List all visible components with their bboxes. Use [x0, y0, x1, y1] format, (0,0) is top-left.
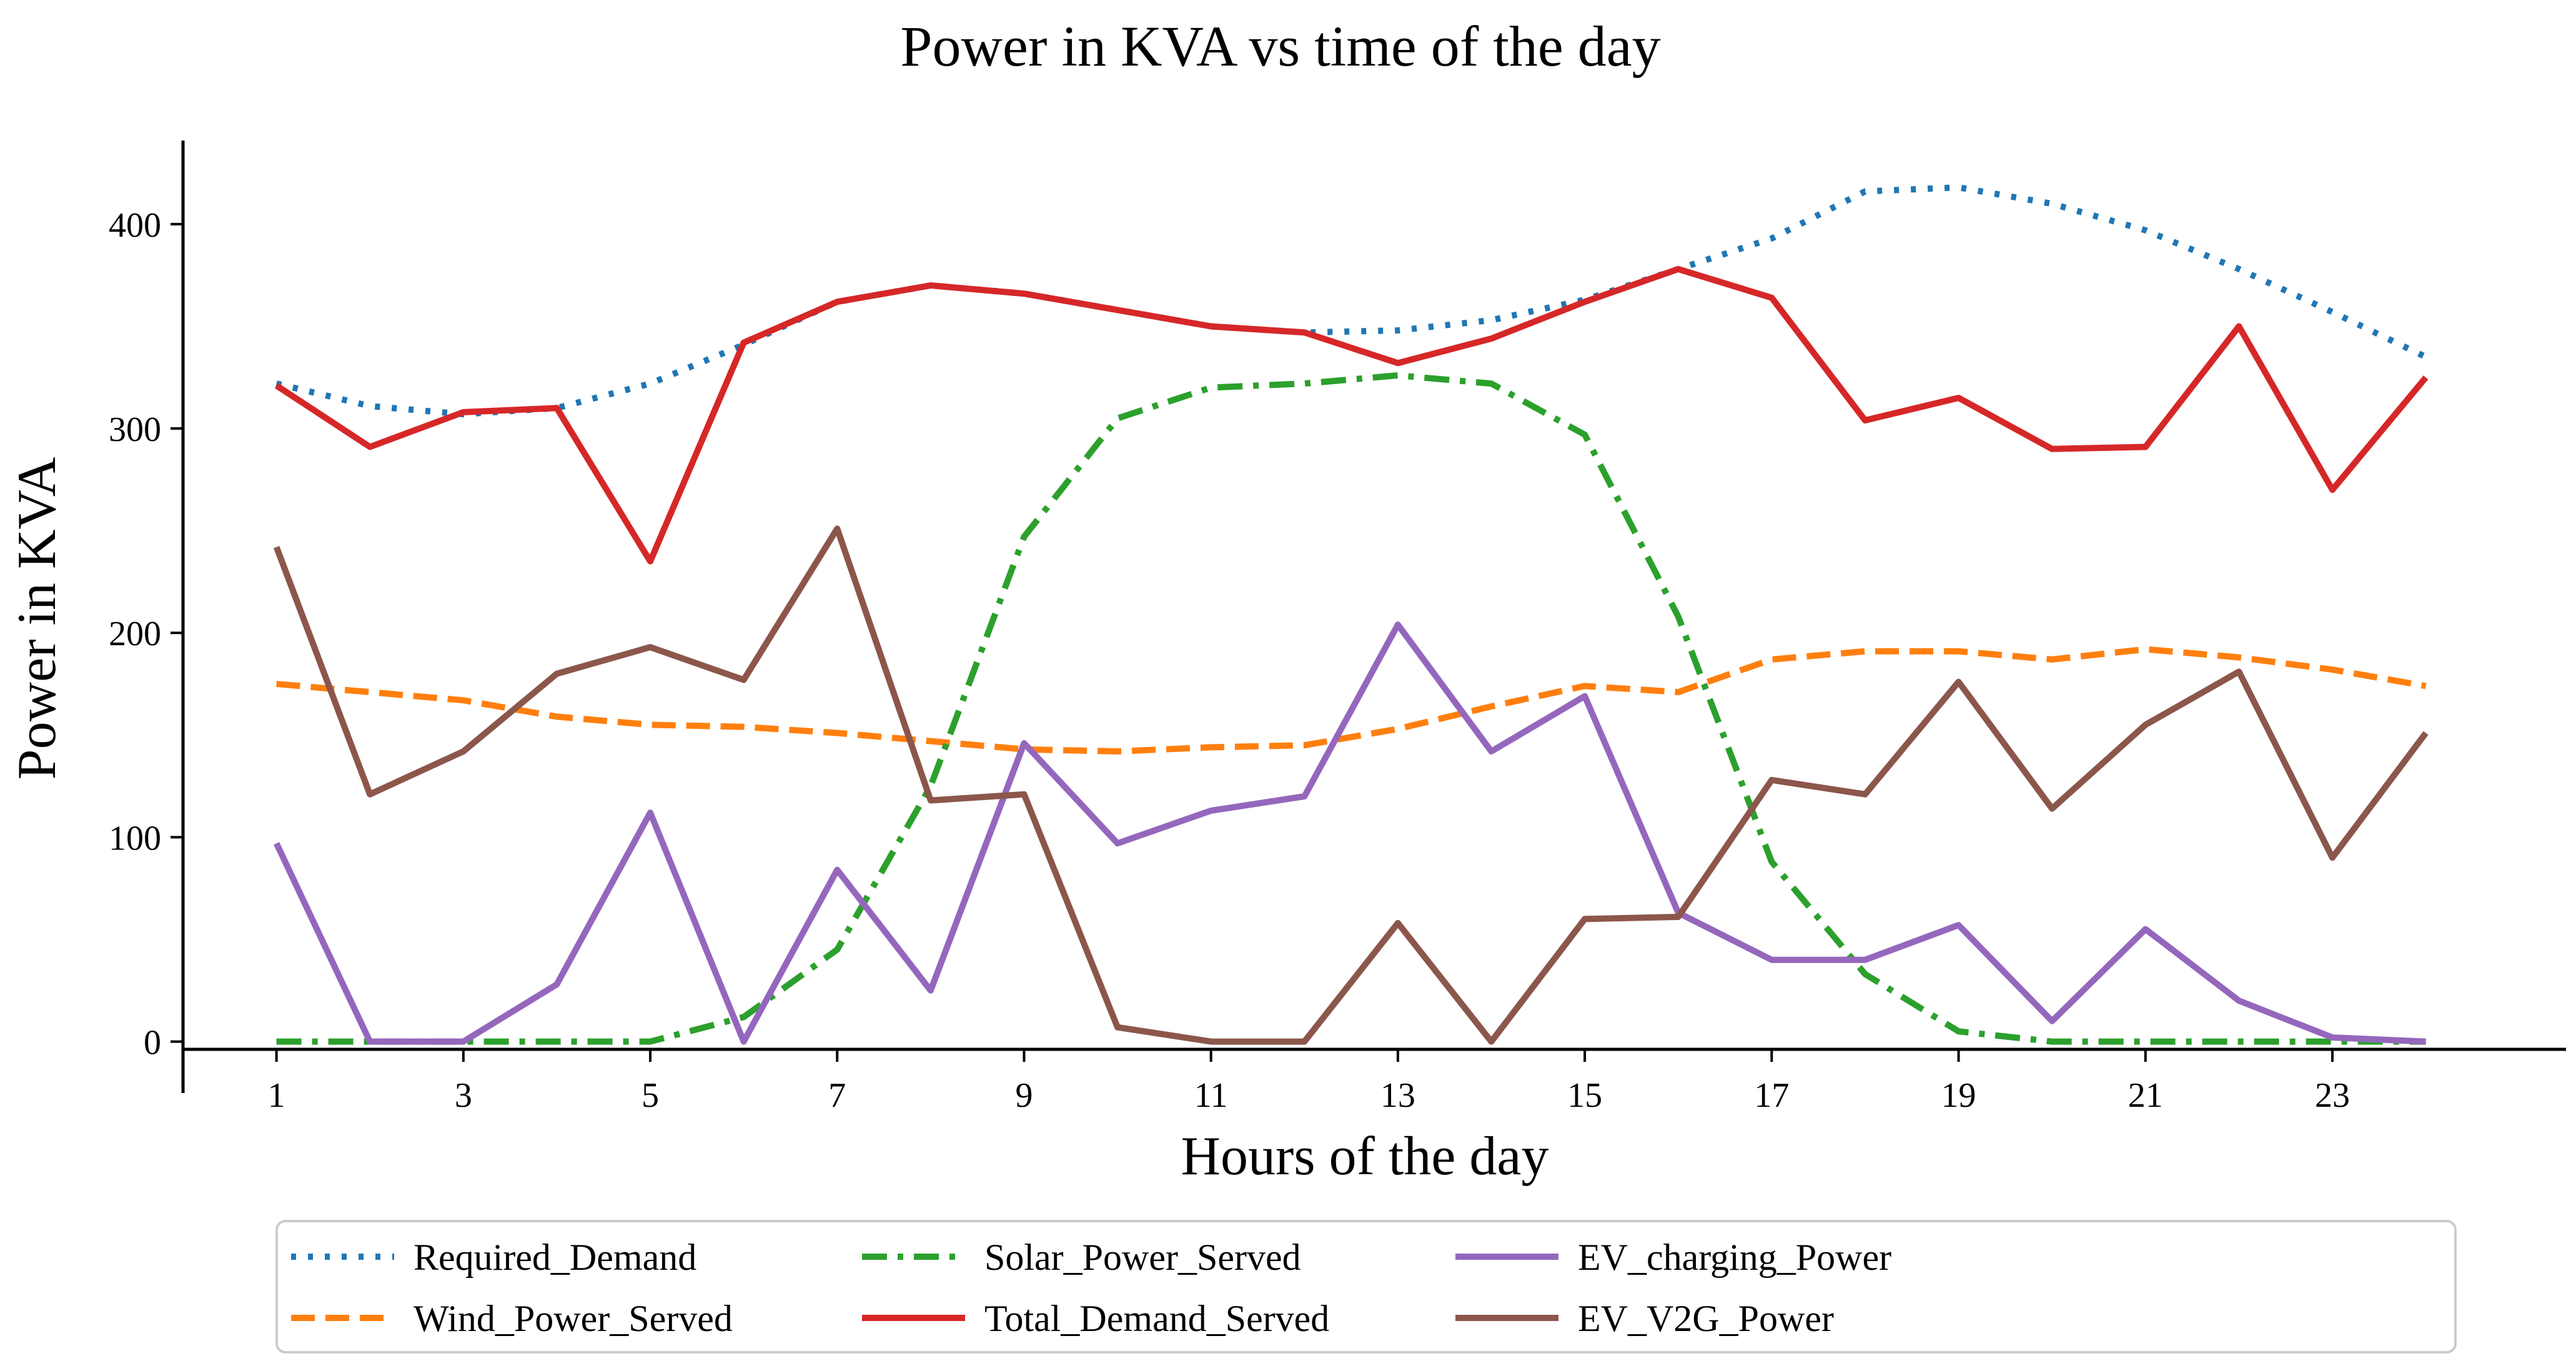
series-line-wind-power-served [276, 646, 2427, 755]
x-tick-label: 7 [828, 1076, 846, 1115]
x-tick-label: 15 [1567, 1076, 1602, 1115]
series-line-total-demand-served [274, 265, 2429, 565]
x-tick-label: 11 [1194, 1076, 1228, 1115]
legend-label: Solar_Power_Served [984, 1237, 1301, 1278]
legend-label: Total_Demand_Served [984, 1298, 1329, 1339]
x-tick-label: 3 [455, 1076, 472, 1115]
series-line-required-demand [275, 184, 2427, 418]
legend-label: EV_charging_Power [1578, 1237, 1891, 1278]
legend-label: Required_Demand [414, 1237, 696, 1278]
y-tick-label: 100 [109, 819, 161, 858]
legend-label: Wind_Power_Served [414, 1298, 733, 1339]
series-line-ev-charging-power [274, 621, 2426, 1045]
x-axis-label: Hours of the day [1181, 1126, 1549, 1187]
x-tick-label: 21 [2128, 1076, 2163, 1115]
legend-box [275, 1220, 2457, 1354]
series-line-ev-v2g-power [273, 525, 2429, 1045]
series-line-solar-power-served [276, 372, 2426, 1045]
x-tick-label: 5 [642, 1076, 659, 1115]
y-tick-label: 200 [109, 615, 161, 653]
chart-title: Power in KVA vs time of the day [900, 14, 1660, 78]
legend-label: EV_V2G_Power [1578, 1298, 1834, 1339]
y-tick-label: 400 [109, 206, 161, 245]
x-tick-label: 23 [2315, 1076, 2350, 1115]
x-tick-label: 13 [1380, 1076, 1415, 1115]
x-tick-label: 17 [1754, 1076, 1789, 1115]
x-tick-label: 1 [268, 1076, 285, 1115]
x-tick-label: 19 [1941, 1076, 1976, 1115]
x-tick-label: 9 [1015, 1076, 1033, 1115]
y-axis-label: Power in KVA [7, 457, 67, 780]
y-tick-label: 0 [144, 1024, 161, 1062]
y-tick-label: 300 [109, 410, 161, 449]
